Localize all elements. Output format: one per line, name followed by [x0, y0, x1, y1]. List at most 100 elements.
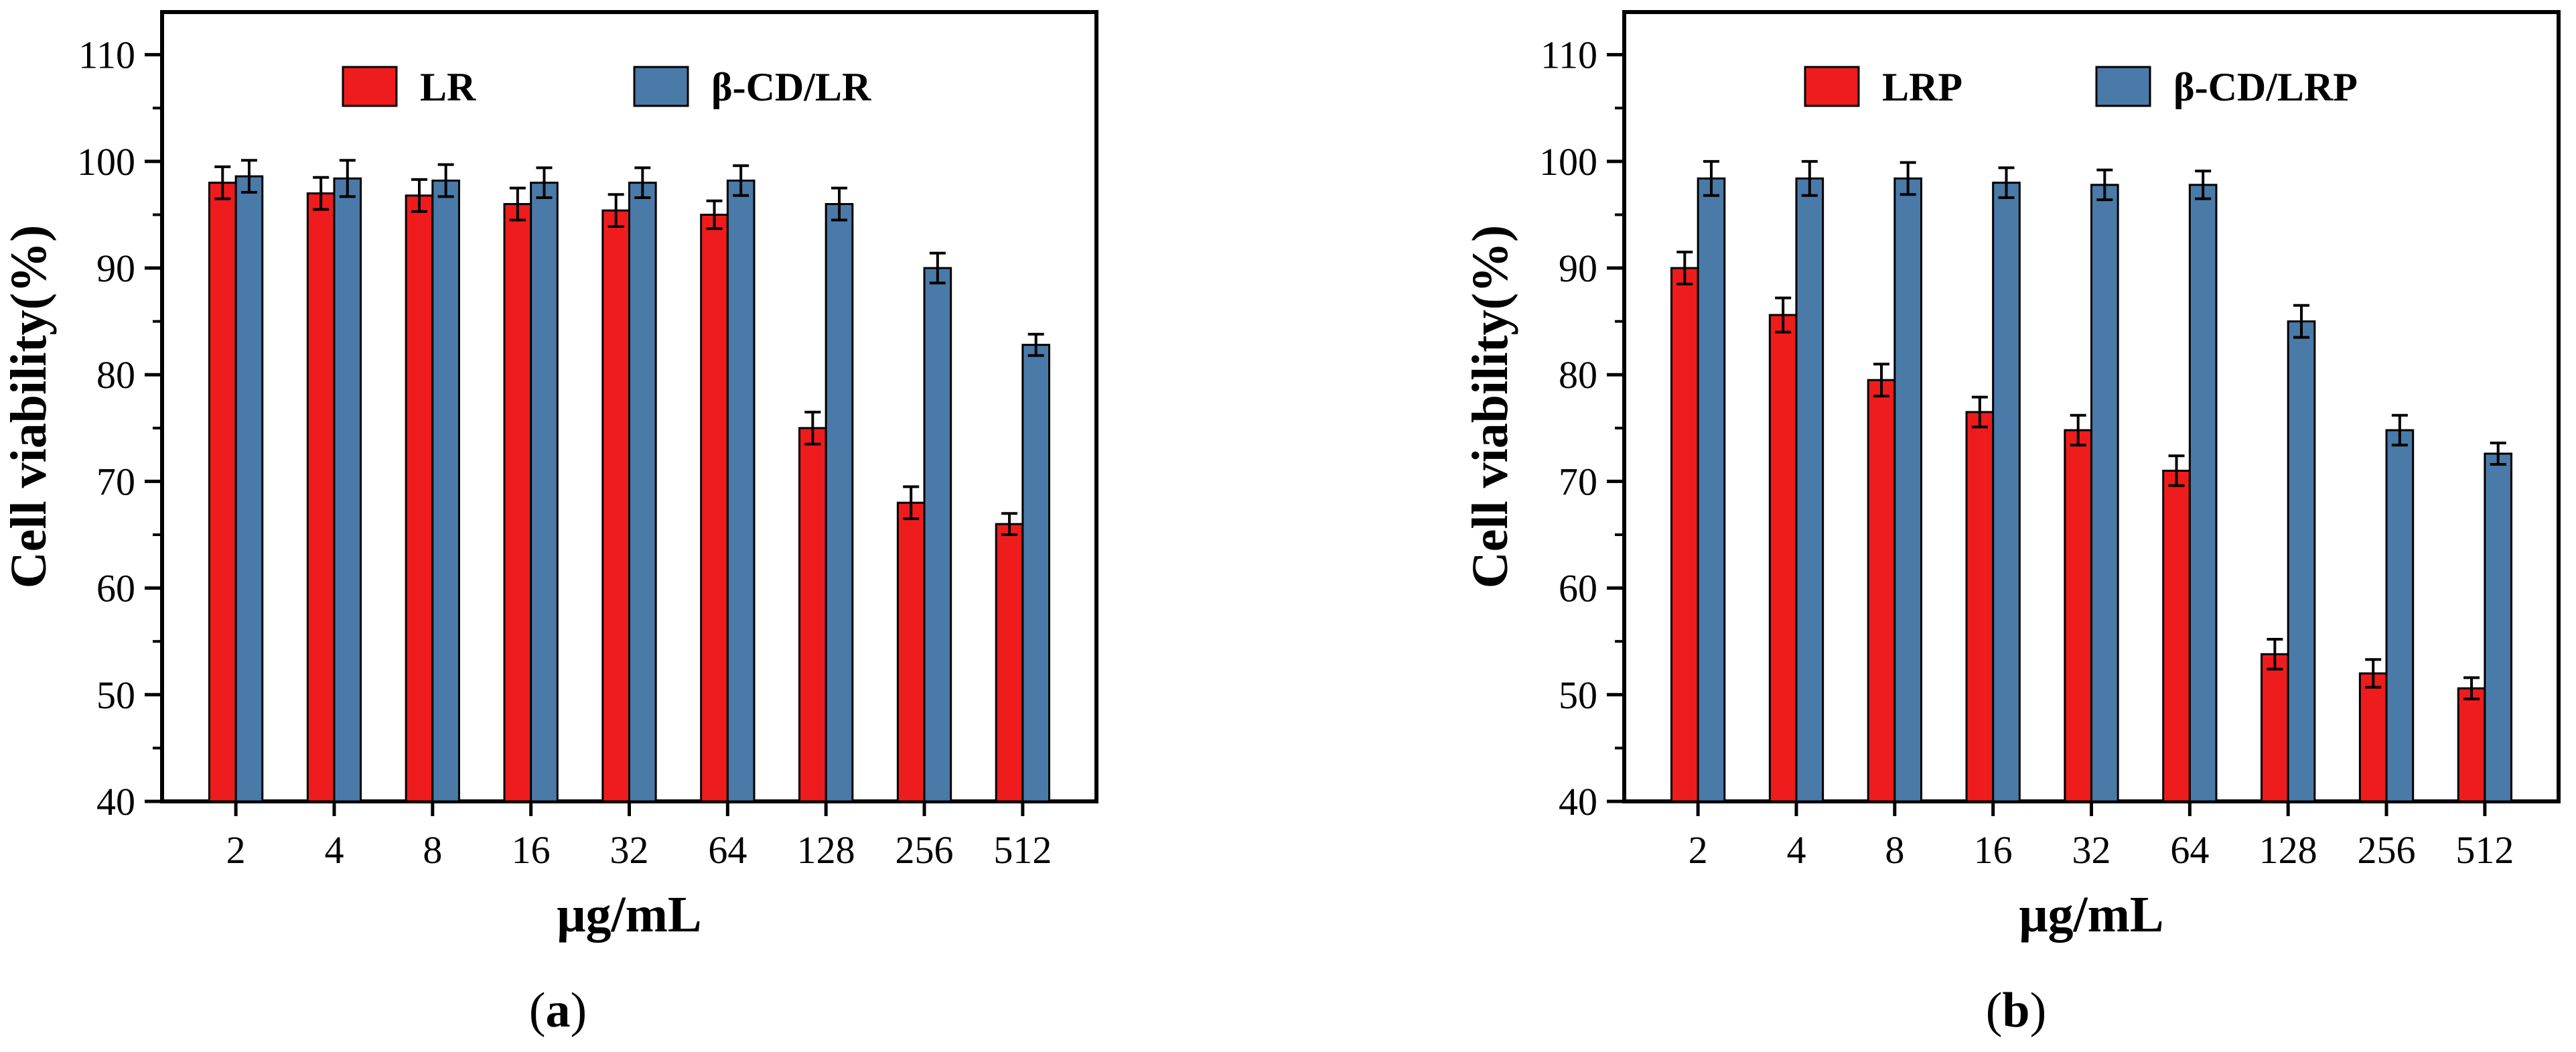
- bar-series1-2: [208, 182, 237, 803]
- x-axis-title: μg/mL: [557, 886, 701, 943]
- legend-label: LRP: [1882, 65, 1962, 109]
- error-bar: [1801, 159, 1818, 197]
- x-tick-label: 8: [1885, 828, 1904, 872]
- chart-panel-a: 40 50 60 70 80 90 100 110 2 4 8 16 32 64 128 256 512 LR β-…: [1, 10, 1098, 1038]
- bar-series2-512: [1021, 344, 1051, 803]
- error-bar: [1873, 363, 1889, 398]
- bar-series1-8: [1867, 379, 1896, 803]
- y-tick-label: 90: [96, 247, 135, 290]
- error-bar: [2195, 170, 2212, 200]
- error-bar: [1001, 512, 1018, 537]
- y-tick-label: 50: [96, 673, 135, 717]
- y-tick-label: 50: [1559, 673, 1597, 717]
- y-axis-title: Cell viability(%): [1462, 225, 1518, 589]
- y-axis-title: Cell viability(%): [1, 225, 57, 589]
- error-bar: [831, 186, 848, 222]
- y-tick-label: 60: [1559, 567, 1597, 610]
- error-bar: [2070, 413, 2086, 447]
- bar-series1-64: [700, 213, 729, 803]
- error-bar: [607, 193, 624, 228]
- x-tick-label: 4: [324, 828, 344, 872]
- x-tick-label: 512: [993, 828, 1052, 872]
- error-bar: [1900, 161, 1916, 196]
- error-bar: [339, 159, 356, 198]
- bar-series2-2: [234, 175, 264, 803]
- bar-series2-256: [2385, 429, 2415, 803]
- error-bar: [733, 164, 749, 197]
- bar-series2-128: [2287, 320, 2316, 803]
- bar-series2-32: [628, 182, 657, 803]
- bar-series1-4: [1768, 314, 1798, 803]
- bar-series1-32: [601, 209, 631, 803]
- error-bar: [804, 410, 821, 446]
- y-tick-label: 100: [1539, 140, 1597, 184]
- x-tick-label: 32: [2072, 828, 2111, 872]
- y-tick-label: 80: [1559, 353, 1597, 397]
- y-tick-label: 110: [78, 34, 135, 77]
- x-tick-label: 16: [512, 828, 551, 872]
- error-bar: [2463, 676, 2480, 701]
- bar-series2-4: [1795, 177, 1824, 803]
- x-axis-title: μg/mL: [2019, 886, 2163, 943]
- error-bar: [2391, 413, 2408, 447]
- bar-series2-16: [530, 182, 559, 803]
- x-tick-label: 256: [2358, 828, 2416, 872]
- x-tick-label: 64: [2170, 828, 2209, 872]
- bar-series1-32: [2064, 429, 2092, 803]
- y-tick-label: 40: [1559, 780, 1597, 824]
- bar-series1-512: [2457, 687, 2486, 803]
- bar-series2-512: [2484, 452, 2513, 803]
- bar-series2-64: [726, 180, 756, 803]
- x-tick-label: 4: [1786, 828, 1806, 872]
- error-bar: [634, 166, 651, 199]
- x-tick-label: 64: [708, 828, 747, 872]
- error-bar: [214, 165, 231, 200]
- bar-series1-256: [2358, 672, 2388, 803]
- error-bar: [536, 166, 553, 199]
- error-bar: [903, 485, 920, 521]
- y-tick-label: 70: [1559, 460, 1597, 503]
- bar-series2-32: [2090, 184, 2119, 803]
- legend-label: LR: [420, 65, 476, 109]
- error-bar: [2365, 658, 2382, 689]
- error-bar: [240, 159, 257, 194]
- legend-swatch: [2095, 66, 2151, 107]
- y-tick-label: 70: [96, 460, 135, 503]
- bar-series1-256: [896, 501, 926, 803]
- bar-series1-16: [503, 203, 532, 803]
- y-tick-label: 80: [96, 353, 135, 397]
- y-tick-label: 60: [96, 567, 135, 610]
- x-tick-label: 2: [1689, 828, 1708, 872]
- error-bar: [1676, 251, 1693, 285]
- chart-panel-b: 40 50 60 70 80 90 100 110 2 4 8 16 32 64 128 256 512 LRP β…: [1462, 10, 2561, 1038]
- y-tick-label: 100: [77, 140, 135, 184]
- error-bar: [437, 163, 454, 198]
- panel-label: (a): [529, 983, 587, 1038]
- bar-series1-128: [2261, 653, 2289, 803]
- bar-series1-4: [306, 192, 336, 803]
- panel-label: (b): [1986, 983, 2046, 1038]
- x-tick-label: 128: [797, 828, 855, 872]
- bar-series1-8: [405, 194, 434, 803]
- error-bar: [1703, 159, 1719, 197]
- error-bar: [2490, 442, 2506, 466]
- bar-series2-256: [923, 267, 952, 803]
- bar-series1-128: [798, 427, 827, 803]
- x-tick-label: 16: [1974, 828, 2013, 872]
- error-bar: [2267, 638, 2283, 671]
- bar-series2-16: [1992, 182, 2021, 803]
- bar-series1-512: [995, 523, 1024, 803]
- error-bar: [929, 251, 946, 285]
- error-bar: [1971, 395, 1988, 429]
- bar-series2-8: [431, 180, 460, 803]
- legend-swatch: [342, 66, 398, 107]
- x-tick-label: 32: [610, 828, 649, 872]
- legend: LR β-CD/LR: [342, 65, 871, 109]
- bar-series1-2: [1670, 267, 1699, 803]
- bar-series2-64: [2188, 184, 2218, 803]
- error-bar: [313, 176, 330, 211]
- bar-series2-8: [1893, 177, 1922, 803]
- x-tick-label: 8: [423, 828, 442, 872]
- x-tick-label: 512: [2455, 828, 2514, 872]
